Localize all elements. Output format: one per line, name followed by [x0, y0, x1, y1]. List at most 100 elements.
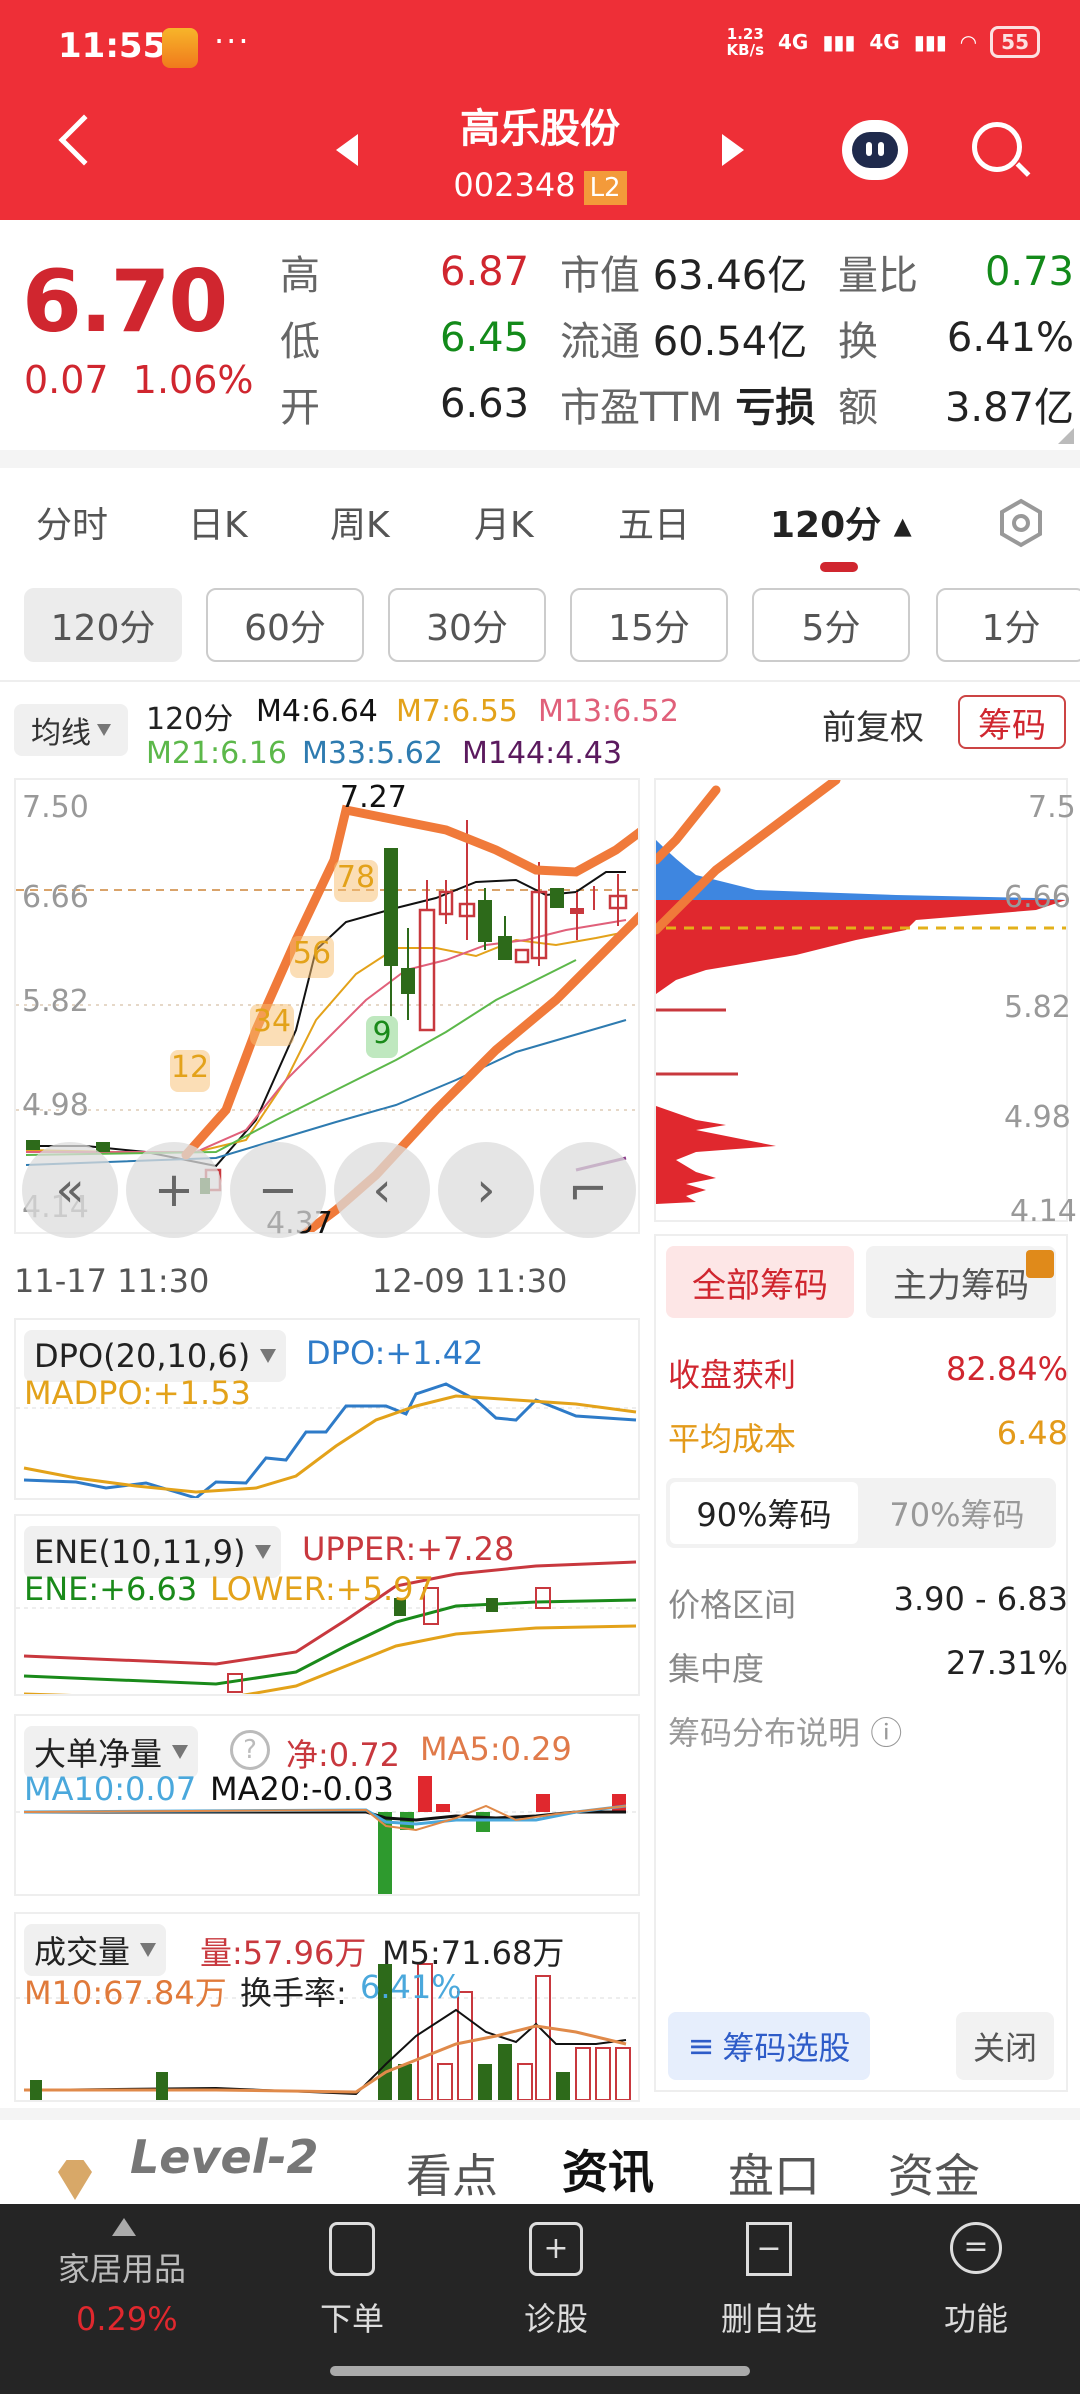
ma-value: M4:6.64	[256, 694, 378, 729]
tab-main-chips[interactable]: 主力筹码	[866, 1246, 1056, 1318]
concentration-row: 集中度 27.31%	[668, 1644, 1068, 1688]
ene-selector-dropdown[interactable]: ENE(10,11,9)	[24, 1526, 282, 1578]
ma5-value: MA5:0.29	[420, 1730, 572, 1768]
high-annotation: 7.27	[340, 780, 407, 815]
vol-m5-value: M5:71.68万	[382, 1934, 565, 1972]
ma-value: M13:6.52	[538, 694, 679, 729]
quote-value: 6.63	[440, 381, 530, 427]
zoom-out-button[interactable]: −	[230, 1142, 326, 1238]
sub-period-button[interactable]: 120分	[24, 588, 182, 662]
chip-y-tick: 4.14	[1010, 1194, 1077, 1229]
scroll-left-fast-button[interactable]: «	[22, 1142, 118, 1238]
period-tab[interactable]: 周K	[330, 505, 390, 546]
status-time: 11:55	[58, 26, 167, 66]
y-tick: 5.82	[22, 984, 89, 1019]
signal-bars-icon: ▮▮▮	[822, 30, 856, 54]
bottom-action-bar	[0, 2204, 1080, 2394]
ma-period: 120分	[146, 702, 234, 737]
ene-lower-value: LOWER:+5.97	[210, 1570, 434, 1608]
help-icon[interactable]: ?	[230, 1730, 270, 1770]
functions-button[interactable]: = 功能	[944, 2222, 1008, 2340]
fullscreen-button[interactable]: ⌐	[540, 1142, 636, 1238]
dpo-selector-dropdown[interactable]: DPO(20,10,6)	[24, 1330, 287, 1382]
notification-app-icon	[162, 28, 198, 68]
quote-label: 额	[838, 385, 878, 431]
close-chip-panel-button[interactable]: 关闭	[956, 2012, 1054, 2080]
big-order-indicator-pane[interactable]	[14, 1714, 640, 1896]
sector-name[interactable]: 家居用品	[58, 2250, 187, 2288]
signal-badge: 34	[250, 1004, 294, 1046]
chip-y-tick: 5.82	[1004, 990, 1071, 1025]
ene-indicator-pane[interactable]	[14, 1514, 640, 1696]
dpo-indicator-pane[interactable]	[14, 1318, 640, 1500]
segment-70[interactable]: 70%筹码	[889, 1496, 1025, 1534]
chip-stock-picker-button[interactable]: ≡ 筹码选股	[668, 2012, 870, 2080]
lock-icon	[1026, 1250, 1054, 1278]
stock-code: 002348	[453, 166, 576, 204]
period-tab[interactable]: 120分 ▴	[770, 505, 912, 546]
expand-corner-icon[interactable]	[1058, 428, 1074, 444]
quote-label: 换	[838, 319, 878, 365]
chip-help-link[interactable]: 筹码分布说明 ⓘ	[668, 1714, 903, 1752]
quote-stat: 流通 60.54亿	[560, 319, 808, 365]
chart-settings-icon[interactable]	[998, 498, 1044, 548]
divider	[0, 2108, 1080, 2122]
chip-y-tick: 7.5	[1028, 790, 1076, 825]
ene-upper-value: UPPER:+7.28	[302, 1530, 515, 1568]
period-tab[interactable]: 月K	[474, 505, 534, 546]
volume-selector-dropdown[interactable]: 成交量	[24, 1924, 167, 1976]
volume-indicator-pane[interactable]	[14, 1912, 640, 2102]
chip-toggle-button[interactable]: 筹码	[958, 695, 1066, 749]
tab-all-chips[interactable]: 全部筹码	[666, 1246, 854, 1318]
y-tick: 7.50	[22, 790, 89, 825]
sub-period-button[interactable]: 5分	[752, 588, 910, 662]
chip-y-tick: 4.98	[1004, 1100, 1071, 1135]
stock-name: 高乐股份	[460, 106, 620, 152]
home-indicator[interactable]	[330, 2366, 750, 2376]
profit-ratio-row: 收盘获利 82.84%	[668, 1350, 1068, 1394]
sub-period-button[interactable]: 1分	[936, 588, 1080, 662]
segment-90[interactable]: 90%筹码	[670, 1482, 858, 1544]
period-tab[interactable]: 分时	[36, 505, 109, 546]
tab-news[interactable]: 资讯	[562, 2145, 654, 2199]
big-order-selector-dropdown[interactable]: 大单净量	[24, 1726, 199, 1778]
period-tab[interactable]: 五日	[618, 505, 691, 546]
quote-label: 开	[280, 385, 320, 431]
prev-stock-button[interactable]	[336, 134, 358, 166]
tab-level2[interactable]: Level-2	[130, 2130, 319, 2184]
tab-funds[interactable]: 资金	[888, 2149, 980, 2203]
menu-circle-icon: =	[950, 2222, 1002, 2274]
tab-highlights[interactable]: 看点	[406, 2149, 498, 2203]
stock-code-row: 002348 L2	[0, 166, 1080, 205]
ma-value: M21:6.16	[146, 736, 287, 771]
sub-period-button[interactable]: 60分	[206, 588, 364, 662]
tab-order-book[interactable]: 盘口	[728, 2149, 820, 2203]
quote-label: 量比	[838, 253, 918, 299]
price-change: 0.07 1.06%	[24, 358, 254, 402]
expand-up-icon[interactable]	[112, 2218, 136, 2236]
adjust-mode-toggle[interactable]: 前复权	[822, 708, 924, 748]
search-icon[interactable]	[972, 122, 1022, 172]
quote-value: 6.41%	[946, 315, 1074, 361]
next-stock-button[interactable]	[722, 134, 744, 166]
place-order-button[interactable]: 下单	[320, 2222, 384, 2340]
dpo-value: DPO:+1.42	[306, 1334, 484, 1372]
avg-cost-row: 平均成本 6.48	[668, 1414, 1068, 1458]
ai-assistant-robot-icon[interactable]	[842, 120, 908, 180]
list-icon: ≡	[687, 2027, 715, 2065]
ma-value: M144:4.43	[462, 736, 623, 771]
chip-distribution-chart	[654, 778, 1068, 1222]
remove-watchlist-button[interactable]: − 删自选	[714, 2222, 824, 2340]
quote-value: 3.87亿	[944, 385, 1074, 431]
scroll-right-button[interactable]: ›	[438, 1142, 534, 1238]
diagnose-stock-button[interactable]: + 诊股	[524, 2222, 588, 2340]
quote-stat: 市值 63.46亿	[560, 253, 808, 299]
sub-period-button[interactable]: 15分	[570, 588, 728, 662]
scroll-left-button[interactable]: ‹	[334, 1142, 430, 1238]
signal-badge-green: 9	[366, 1016, 398, 1058]
zoom-in-button[interactable]: +	[126, 1142, 222, 1238]
ma-selector-dropdown[interactable]: 均线	[14, 704, 128, 756]
signal-badge: 12	[170, 1050, 210, 1092]
sub-period-button[interactable]: 30分	[388, 588, 546, 662]
period-tab[interactable]: 日K	[188, 505, 248, 546]
